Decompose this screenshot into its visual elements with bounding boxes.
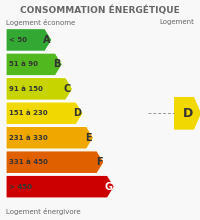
Text: A: A <box>43 35 50 45</box>
Polygon shape <box>6 77 73 100</box>
Text: Logement: Logement <box>159 19 194 25</box>
Text: 51 à 90: 51 à 90 <box>9 61 38 67</box>
Text: 231 à 330: 231 à 330 <box>9 135 48 141</box>
Polygon shape <box>6 126 94 149</box>
Text: 331 à 450: 331 à 450 <box>9 159 48 165</box>
Polygon shape <box>6 151 104 174</box>
Text: 91 à 150: 91 à 150 <box>9 86 43 92</box>
Text: < 50: < 50 <box>9 37 27 43</box>
Text: F: F <box>96 157 102 167</box>
Text: E: E <box>85 133 92 143</box>
Text: D: D <box>182 107 193 120</box>
Polygon shape <box>6 175 114 198</box>
Polygon shape <box>6 29 52 51</box>
Polygon shape <box>174 97 200 130</box>
Polygon shape <box>6 102 83 125</box>
Text: G: G <box>105 182 113 192</box>
Text: 151 à 230: 151 à 230 <box>9 110 48 116</box>
Text: C: C <box>64 84 71 94</box>
Text: Logement énergivore: Logement énergivore <box>6 207 81 214</box>
Text: > 450: > 450 <box>9 184 32 190</box>
Text: CONSOMMATION ÉNERGÉTIQUE: CONSOMMATION ÉNERGÉTIQUE <box>20 6 180 15</box>
Text: D: D <box>74 108 82 118</box>
Text: Logement économe: Logement économe <box>6 19 75 26</box>
Polygon shape <box>6 53 62 76</box>
Text: B: B <box>53 59 61 69</box>
